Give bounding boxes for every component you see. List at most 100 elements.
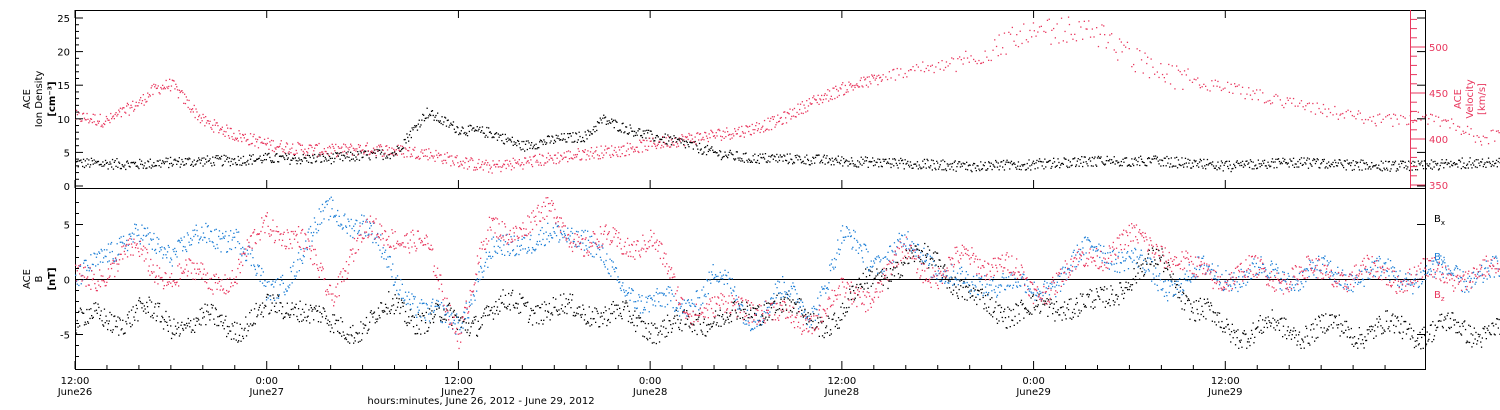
Bx-point	[521, 297, 523, 299]
Bx-point	[305, 320, 308, 322]
density-point	[263, 154, 265, 156]
density-point	[330, 163, 332, 165]
Bx-point	[204, 303, 206, 305]
density-point	[546, 135, 549, 138]
Bx-point	[746, 301, 748, 303]
density-point	[1498, 157, 1500, 160]
velocity-point	[520, 164, 522, 166]
Bx-point	[1079, 312, 1081, 314]
velocity-point	[1227, 81, 1229, 83]
Bx-point	[690, 323, 692, 325]
density-point	[189, 158, 191, 160]
density-point	[542, 143, 544, 146]
Bx-point	[708, 324, 710, 326]
Bx-point	[1016, 322, 1019, 324]
velocity-point	[1361, 119, 1363, 121]
density-point	[87, 163, 89, 165]
density-point	[1481, 158, 1484, 160]
density-point	[650, 130, 652, 132]
Bx-point	[591, 324, 593, 326]
velocity-point	[595, 150, 597, 152]
velocity-point	[865, 84, 868, 86]
density-point	[850, 163, 852, 165]
density-point	[1214, 167, 1216, 169]
velocity-point	[731, 137, 733, 139]
density-point	[1284, 158, 1286, 161]
Bx-point	[861, 286, 864, 288]
velocity-point	[444, 153, 446, 155]
density-point	[938, 166, 941, 168]
density-point	[999, 165, 1001, 167]
Bx-point	[975, 296, 977, 298]
Bx-point	[710, 323, 712, 325]
Bx-point	[948, 280, 950, 282]
velocity-point	[267, 137, 269, 139]
Bx-point	[804, 308, 806, 310]
velocity-point	[311, 146, 313, 149]
density-point	[153, 162, 155, 164]
Bx-point	[432, 318, 434, 320]
density-point	[879, 158, 881, 161]
Bx-point	[657, 334, 659, 336]
density-point	[834, 158, 836, 161]
density-point	[1422, 165, 1424, 167]
velocity-point	[413, 149, 415, 151]
density-point	[930, 165, 932, 167]
Bx-point	[551, 312, 553, 314]
Bx-point	[160, 321, 162, 323]
velocity-point	[819, 98, 821, 100]
density-point	[465, 134, 467, 136]
Bx-point	[1167, 262, 1170, 264]
density-point	[1190, 167, 1192, 169]
Bx-point	[912, 249, 914, 252]
velocity-point	[1140, 59, 1143, 61]
Bx-point	[1079, 293, 1082, 295]
Bx-point	[505, 306, 507, 309]
density-point	[1081, 156, 1083, 158]
density-point	[525, 140, 528, 142]
velocity-point	[237, 140, 239, 142]
density-point	[593, 126, 595, 128]
density-point	[1133, 164, 1135, 167]
velocity-point	[575, 154, 577, 156]
density-point	[1455, 163, 1457, 165]
velocity-point	[376, 146, 378, 148]
density-point	[1164, 157, 1166, 159]
density-point	[412, 129, 414, 131]
Bx-point	[272, 294, 274, 296]
density-point	[1186, 166, 1188, 168]
Bx-point	[1102, 301, 1104, 303]
Bx-point	[942, 267, 944, 269]
velocity-point	[1292, 97, 1295, 100]
velocity-point	[561, 158, 564, 161]
velocity-point	[370, 151, 372, 153]
density-point	[186, 158, 188, 160]
Bx-point	[138, 299, 140, 302]
density-point	[96, 162, 98, 164]
Bx-point	[604, 306, 606, 308]
velocity-point	[399, 150, 401, 152]
Bx-point	[415, 333, 417, 335]
Bx-point	[158, 302, 161, 305]
density-point	[1354, 164, 1356, 167]
velocity-point	[1169, 83, 1172, 85]
Bx-point	[988, 306, 990, 308]
density-point	[518, 143, 520, 145]
velocity-point	[481, 161, 484, 163]
density-point	[822, 156, 825, 158]
density-point	[810, 160, 812, 162]
density-point	[589, 134, 591, 136]
density-point	[579, 135, 581, 138]
density-point	[713, 151, 716, 153]
Bx-point	[120, 329, 122, 331]
Bx-point	[996, 322, 999, 324]
density-point	[386, 157, 389, 159]
Bx-point	[419, 315, 421, 317]
density-point	[1181, 157, 1183, 159]
velocity-point	[291, 147, 293, 149]
velocity-point	[756, 130, 759, 132]
density-point	[219, 157, 221, 159]
Bx-point	[809, 318, 811, 320]
velocity-point	[1443, 119, 1445, 121]
Bx-point	[940, 265, 942, 267]
